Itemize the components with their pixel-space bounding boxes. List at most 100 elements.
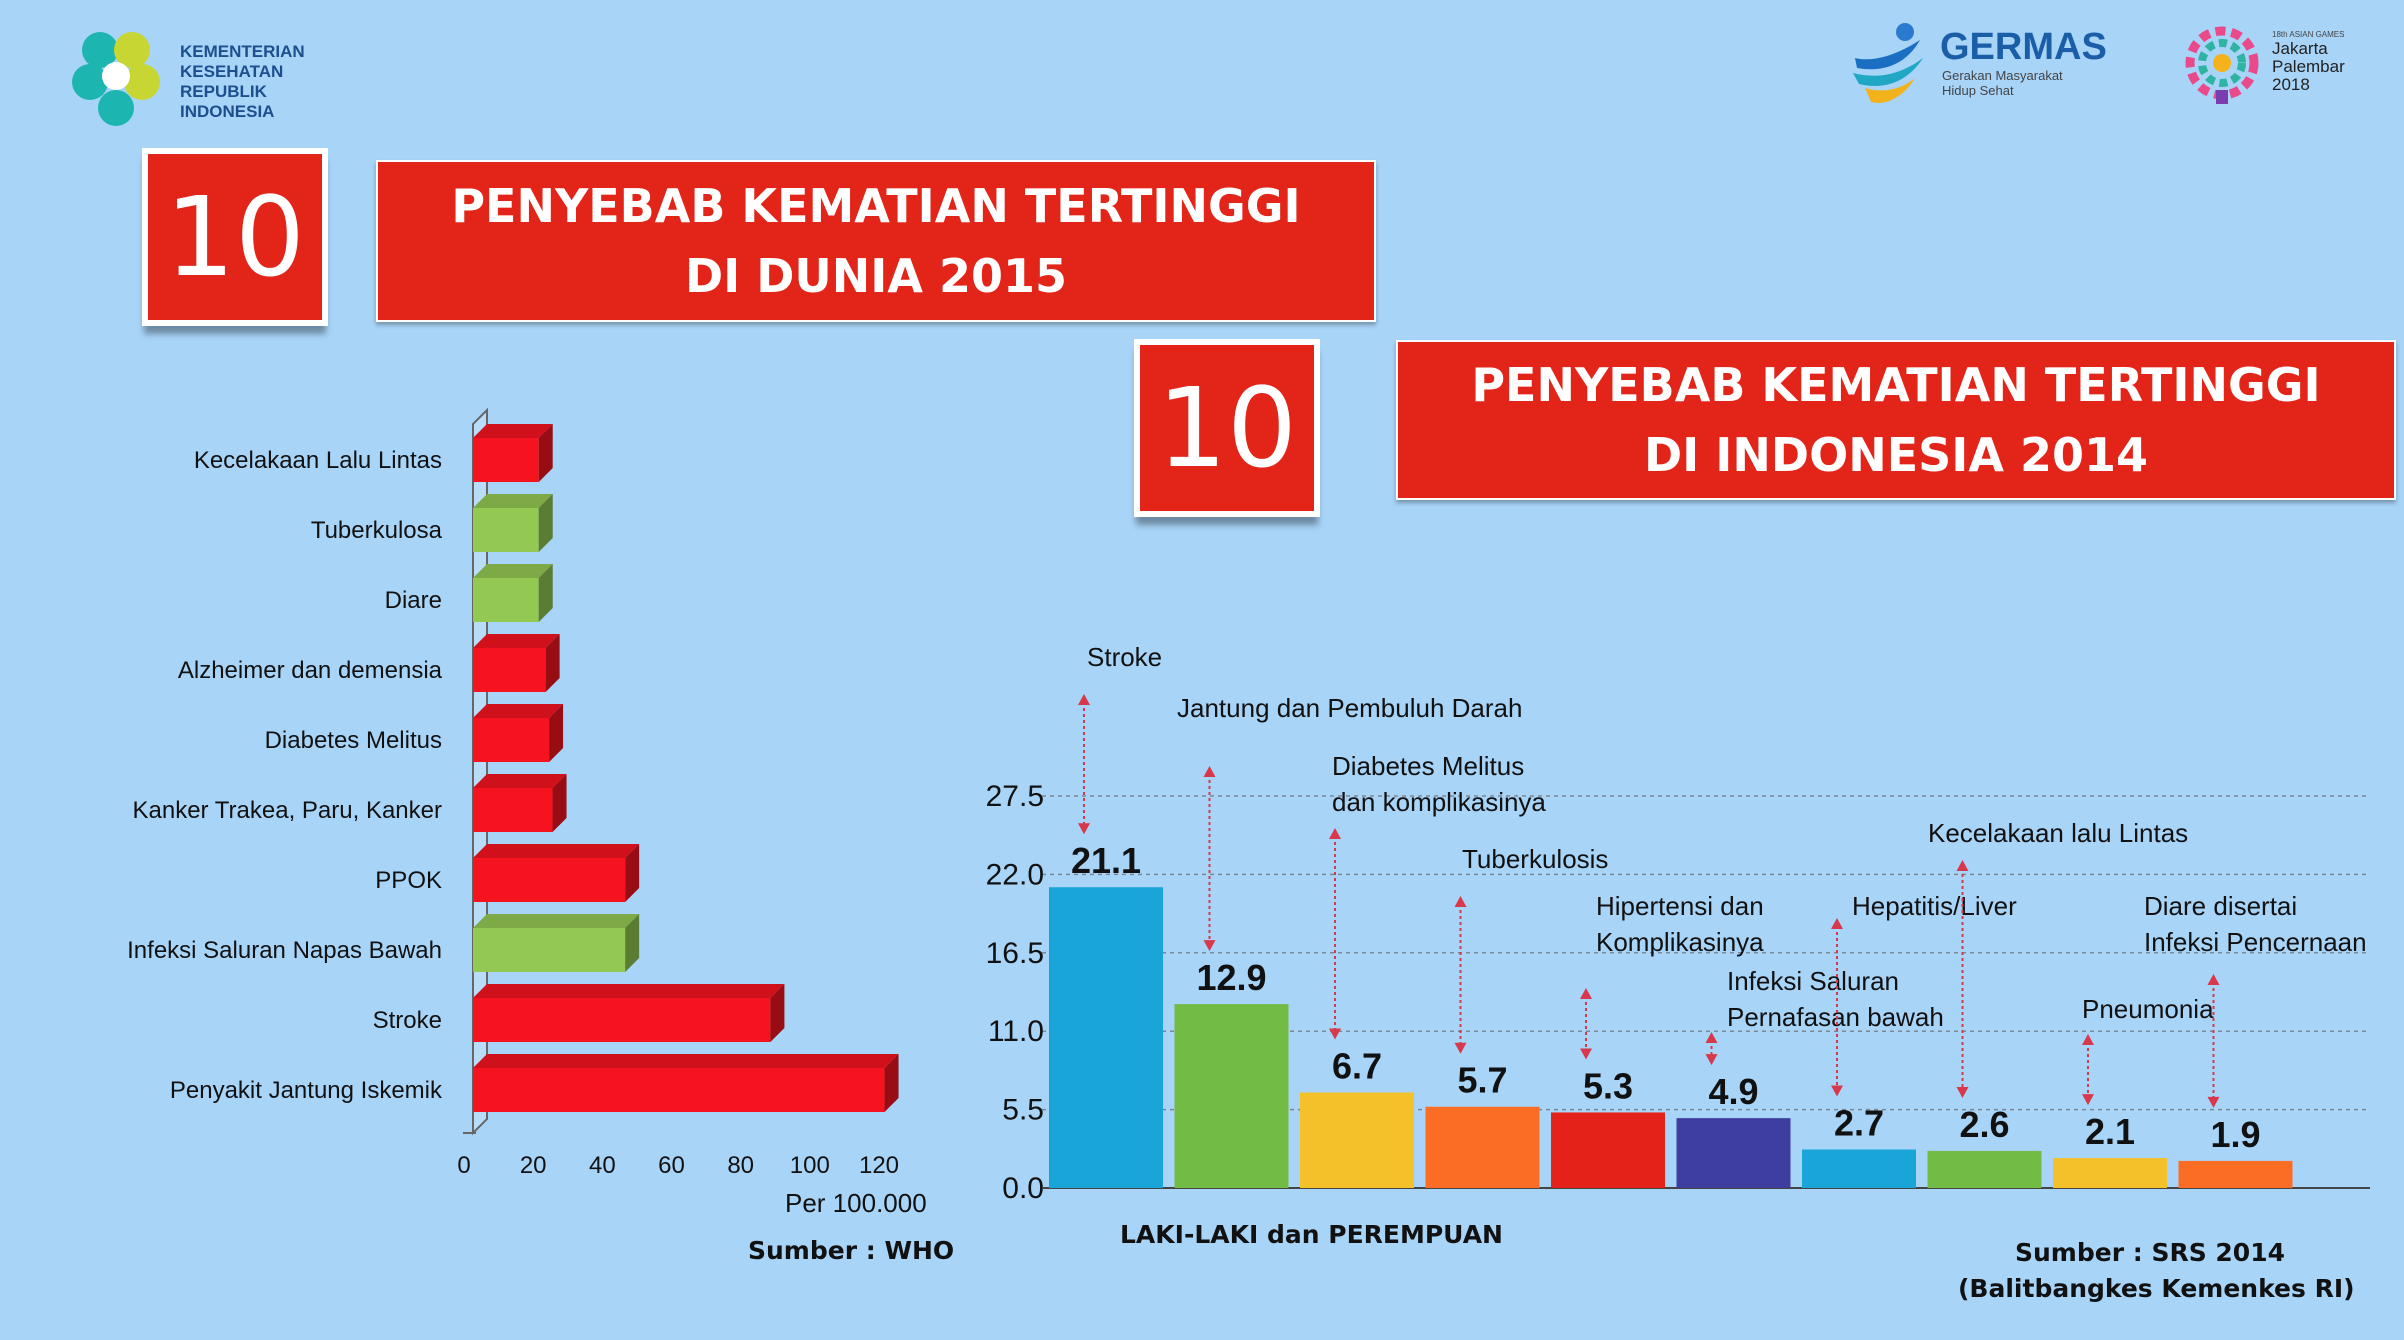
world-category-label: Alzheimer dan demensia: [178, 657, 443, 684]
world-bar-top: [473, 844, 640, 858]
world-bar-side: [538, 424, 553, 482]
kemenkes-logo: KEMENTERIAN KESEHATAN REPUBLIK INDONESIA: [60, 20, 320, 140]
indonesia-value-label: 5.3: [1583, 1065, 1633, 1106]
indonesia-subtitle: LAKI-LAKI dan PEREMPUAN: [1120, 1220, 1503, 1249]
asian-games-year: 2018: [2272, 75, 2310, 94]
germas-emblem-icon: [1853, 23, 1923, 103]
world-bar-side: [770, 984, 785, 1042]
world-title-line1: PENYEBAB KEMATIAN TERTINGGI: [451, 179, 1301, 233]
world-bar: [473, 578, 539, 622]
asian-games-logo: 18th ASIAN GAMES Jakarta Palembar 2018: [2180, 18, 2380, 113]
world-category-label: Diabetes Melitus: [265, 727, 442, 754]
world-title-banner: PENYEBAB KEMATIAN TERTINGGI DI DUNIA 201…: [376, 160, 1376, 322]
indonesia-number: 10: [1157, 364, 1297, 492]
world-bar: [473, 858, 626, 902]
indonesia-category-label: Pneumonia: [2082, 994, 2214, 1024]
indonesia-y-tick: 16.5: [986, 937, 1044, 970]
indonesia-category-label: Kecelakaan lalu Lintas: [1928, 818, 2188, 848]
world-x-tick: 60: [658, 1152, 685, 1179]
indonesia-arrow-head-up: [1454, 896, 1467, 907]
indonesia-arrow-head-up: [1078, 694, 1090, 705]
indonesia-arrow-head-down: [1203, 940, 1216, 952]
indonesia-category-label: Infeksi Pencernaan: [2144, 927, 2367, 957]
indonesia-bar: [1551, 1112, 1665, 1188]
world-bar-top: [473, 984, 785, 998]
world-category-label: Kanker Trakea, Paru, Kanker: [133, 797, 443, 824]
world-bar: [473, 648, 546, 692]
indonesia-category-label: Pernafasan bawah: [1727, 1002, 1944, 1032]
kemenkes-text-3: REPUBLIK: [180, 82, 267, 101]
indonesia-arrow-head-down: [2207, 1096, 2220, 1108]
world-bar-side: [625, 914, 640, 972]
world-source: Sumber : WHO: [748, 1236, 955, 1265]
world-number: 10: [165, 173, 305, 301]
indonesia-bar: [1425, 1106, 1540, 1188]
indonesia-category-label: Diare disertai: [2144, 891, 2297, 921]
indonesia-source-line1: Sumber : SRS 2014: [2015, 1238, 2285, 1267]
world-bar: [473, 1068, 885, 1112]
world-bar-side: [538, 564, 553, 622]
indonesia-value-label: 1.9: [2210, 1114, 2260, 1155]
indonesia-y-tick: 27.5: [986, 780, 1044, 813]
indonesia-category-label: Diabetes Melitus: [1332, 751, 1524, 781]
indonesia-value-label: 21.1: [1071, 840, 1141, 881]
world-x-tick: 100: [790, 1152, 830, 1179]
world-x-tick: 20: [520, 1152, 547, 1179]
indonesia-value-label: 2.7: [1834, 1103, 1884, 1144]
kemenkes-text-4: INDONESIA: [180, 102, 275, 121]
world-bar: [473, 788, 553, 832]
world-x-tick: 120: [859, 1152, 899, 1179]
world-bar: [473, 718, 550, 762]
world-bar-side: [552, 774, 567, 832]
world-category-label: Diare: [385, 587, 442, 614]
indonesia-arrow-head-down: [1078, 823, 1090, 835]
indonesia-bar: [2053, 1158, 2167, 1188]
world-x-tick: 80: [727, 1152, 754, 1179]
indonesia-value-label: 12.9: [1196, 957, 1266, 998]
indonesia-value-label: 4.9: [1708, 1071, 1758, 1112]
world-category-label: Penyakit Jantung Iskemik: [170, 1077, 443, 1104]
world-category-label: Tuberkulosa: [311, 517, 443, 544]
germas-logo: GERMAS Gerakan Masyarakat Hidup Sehat: [1845, 18, 2107, 113]
asian-games-city2: Palembar: [2272, 57, 2345, 76]
world-bar-side: [884, 1054, 899, 1112]
indonesia-bar: [2178, 1160, 2293, 1188]
indonesia-y-tick: 0.0: [1002, 1172, 1044, 1205]
indonesia-value-label: 2.6: [1959, 1104, 2009, 1145]
indonesia-bar: [1174, 1004, 1289, 1188]
indonesia-bar: [1049, 887, 1163, 1188]
kemenkes-text-1: KEMENTERIAN: [180, 42, 305, 61]
indonesia-arrow-head-down: [1705, 1054, 1718, 1066]
indonesia-arrow-head-up: [1705, 1032, 1718, 1043]
indonesia-arrow-head-down: [1329, 1028, 1341, 1040]
indonesia-y-tick: 22.0: [986, 858, 1044, 891]
indonesia-bar: [1802, 1149, 1916, 1188]
kemenkes-emblem-icon: [72, 32, 160, 126]
world-bar-side: [549, 704, 564, 762]
world-unit-label: Per 100.000: [785, 1188, 927, 1218]
indonesia-arrow-head-down: [2082, 1094, 2094, 1106]
indonesia-category-label: Hipertensi dan: [1596, 891, 1764, 921]
indonesia-arrow-head-down: [1580, 1048, 1592, 1060]
world-bar-top: [473, 424, 553, 438]
indonesia-title-line1: PENYEBAB KEMATIAN TERTINGGI: [1471, 358, 2321, 412]
indonesia-bar: [1676, 1118, 1791, 1188]
world-bar-top: [473, 914, 640, 928]
asian-games-city1: Jakarta: [2272, 39, 2328, 58]
world-bar: [473, 508, 539, 552]
world-category-label: Stroke: [373, 1007, 442, 1034]
world-bar-side: [545, 634, 560, 692]
world-x-tick: 40: [589, 1152, 616, 1179]
indonesia-arrow-head-up: [2207, 974, 2220, 985]
indonesia-arrow-head-up: [1580, 988, 1592, 999]
indonesia-number-box: 10: [1134, 339, 1320, 517]
indonesia-arrow-head-down: [1956, 1086, 1969, 1098]
world-category-label: Infeksi Saluran Napas Bawah: [127, 937, 442, 964]
indonesia-category-label: dan komplikasinya: [1332, 787, 1546, 817]
world-bar-top: [473, 1054, 899, 1068]
indonesia-y-tick: 5.5: [1002, 1094, 1044, 1127]
indonesia-category-label: Stroke: [1087, 642, 1162, 672]
indonesia-y-tick: 11.0: [988, 1015, 1044, 1048]
world-bar-side: [625, 844, 640, 902]
germas-sub-2: Hidup Sehat: [1942, 83, 2014, 98]
